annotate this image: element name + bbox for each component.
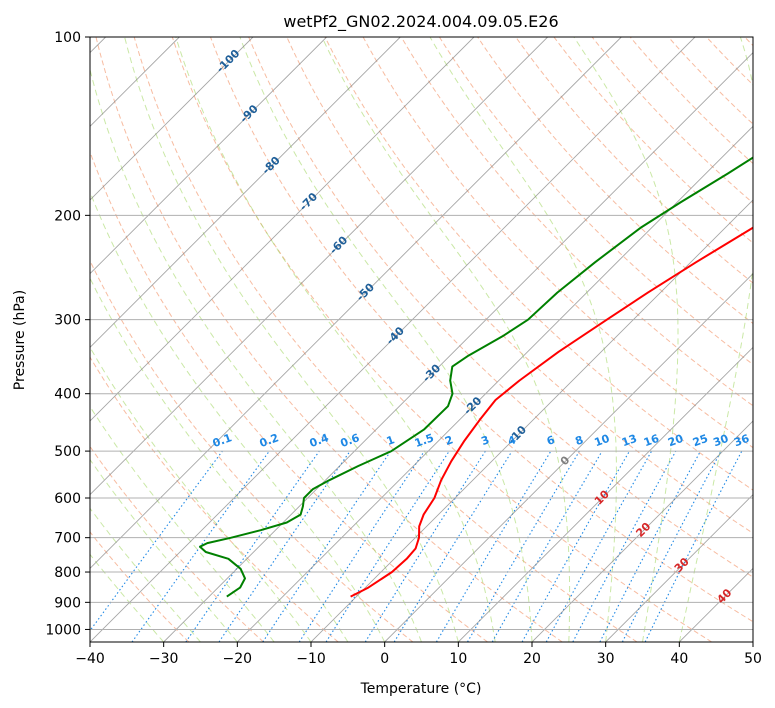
x-tick-label: −10 [296, 651, 326, 667]
dewpoint-profile-line [199, 156, 753, 598]
dry-adiabat-line [90, 259, 414, 642]
dry-adiabat-line [95, 37, 563, 642]
mixing-ratio-label: 0.1 [211, 431, 234, 450]
isotherm-line [531, 420, 753, 642]
isotherm-line [90, 37, 327, 275]
mixing-ratio-line [131, 450, 270, 642]
dry-adiabat-line [286, 37, 753, 534]
mixing-ratio-label: 1 [385, 433, 397, 448]
x-tick-label: 0 [380, 651, 389, 667]
isotherm-line [237, 125, 753, 642]
mixing-ratio-label: 0.2 [258, 431, 281, 450]
y-tick-label: 600 [54, 491, 81, 507]
isotherm-line [90, 37, 401, 348]
mixing-ratio-label: 16 [642, 432, 661, 450]
mixing-ratio-line [572, 450, 677, 642]
mixing-ratio-label: 25 [691, 432, 710, 449]
y-axis-label: Pressure (hPa) [12, 290, 28, 390]
mixing-ratio-label: 4 [506, 433, 518, 448]
mixing-ratio-label: 2 [443, 433, 455, 448]
y-tick-label: 500 [54, 444, 81, 460]
mixing-ratio-line [644, 450, 743, 642]
dry-adiabat-line [90, 356, 339, 642]
mixing-ratio-line [545, 450, 653, 642]
dry-adiabat-line [400, 37, 753, 407]
x-axis-label: Temperature (°C) [360, 681, 482, 697]
moist-adiabat-line [573, 37, 679, 642]
y-tick-label: 800 [54, 565, 81, 581]
isotherm-line [90, 37, 548, 496]
y-tick-label: 700 [54, 531, 81, 547]
chart-title: wetPf2_GN02.2024.004.09.05.E26 [283, 12, 558, 32]
dry-adiabat-line [438, 37, 753, 365]
mixing-ratio-line [298, 450, 425, 642]
dry-adiabat-line [90, 531, 190, 642]
x-tick-label: 40 [670, 651, 688, 667]
moist-adiabat-line [429, 37, 617, 642]
mixing-ratio-label: 1.5 [413, 431, 436, 450]
mixing-ratio-line [393, 450, 513, 642]
x-tick-label: 20 [523, 651, 541, 667]
dry-adiabat-line [171, 37, 712, 642]
mixing-ratio-label: 20 [666, 432, 685, 450]
isotherm-line [90, 37, 696, 642]
moist-adiabat-line [90, 458, 238, 642]
mixing-ratio-label: 3 [479, 433, 491, 448]
dry-adiabat-line [324, 37, 753, 491]
dry-adiabat-line [210, 37, 753, 623]
x-tick-label: 30 [597, 651, 615, 667]
dry-adiabat-line [553, 37, 753, 244]
mixing-ratio-label: 10 [593, 432, 612, 450]
mixing-ratio-label: 13 [620, 432, 639, 449]
dry-adiabat-line [248, 37, 753, 578]
y-tick-label: 400 [54, 387, 81, 403]
mixing-ratio-line [90, 450, 223, 632]
isotherm-line [90, 37, 475, 422]
moist-adiabat-line [678, 37, 753, 642]
mixing-ratio-label: 6 [545, 433, 557, 448]
isotherm-line [384, 273, 753, 642]
moist-adiabat-line [239, 37, 533, 642]
y-tick-label: 100 [54, 30, 81, 46]
x-tick-label: 50 [744, 651, 762, 667]
y-tick-label: 300 [54, 313, 81, 329]
dry-adiabat-line [90, 150, 488, 642]
y-tick-label: 1000 [45, 622, 81, 638]
isotherm-line [90, 37, 622, 569]
dry-adiabat-line [477, 37, 753, 325]
isotherm-line [163, 52, 753, 642]
dry-adiabat-line [591, 37, 753, 204]
x-tick-label: 10 [449, 651, 467, 667]
mixing-ratio-label: 8 [573, 433, 585, 448]
moist-adiabat-line [90, 507, 201, 642]
moist-adiabat-line [321, 37, 571, 642]
x-tick-label: −20 [223, 651, 253, 667]
x-tick-label: −30 [149, 651, 179, 667]
y-tick-label: 900 [54, 595, 81, 611]
moist-adiabat-line [175, 37, 496, 642]
plot-frame [89, 36, 754, 643]
isotherm-line [605, 494, 753, 642]
moist-adiabat-line [90, 67, 422, 642]
mixing-ratio-line [521, 450, 630, 642]
isotherm-line [458, 346, 753, 642]
mixing-ratio-line [262, 450, 392, 642]
y-tick-label: 200 [54, 208, 81, 224]
mixing-ratio-line [325, 450, 450, 642]
mixing-ratio-label: 30 [711, 432, 730, 450]
isotherm-line [310, 199, 753, 642]
moist-adiabat-line [124, 37, 459, 642]
dry-adiabat-line [133, 37, 638, 642]
mixing-ratio-label: 0.4 [308, 431, 331, 450]
temperature-profile-line [350, 226, 753, 598]
mixing-ratio-line [218, 450, 351, 642]
x-tick-label: −40 [75, 651, 105, 667]
mixing-ratio-label: 0.6 [339, 431, 362, 450]
mixing-ratio-label: 36 [732, 432, 751, 450]
mixing-ratio-line [185, 450, 320, 642]
isotherm-line [90, 37, 254, 201]
